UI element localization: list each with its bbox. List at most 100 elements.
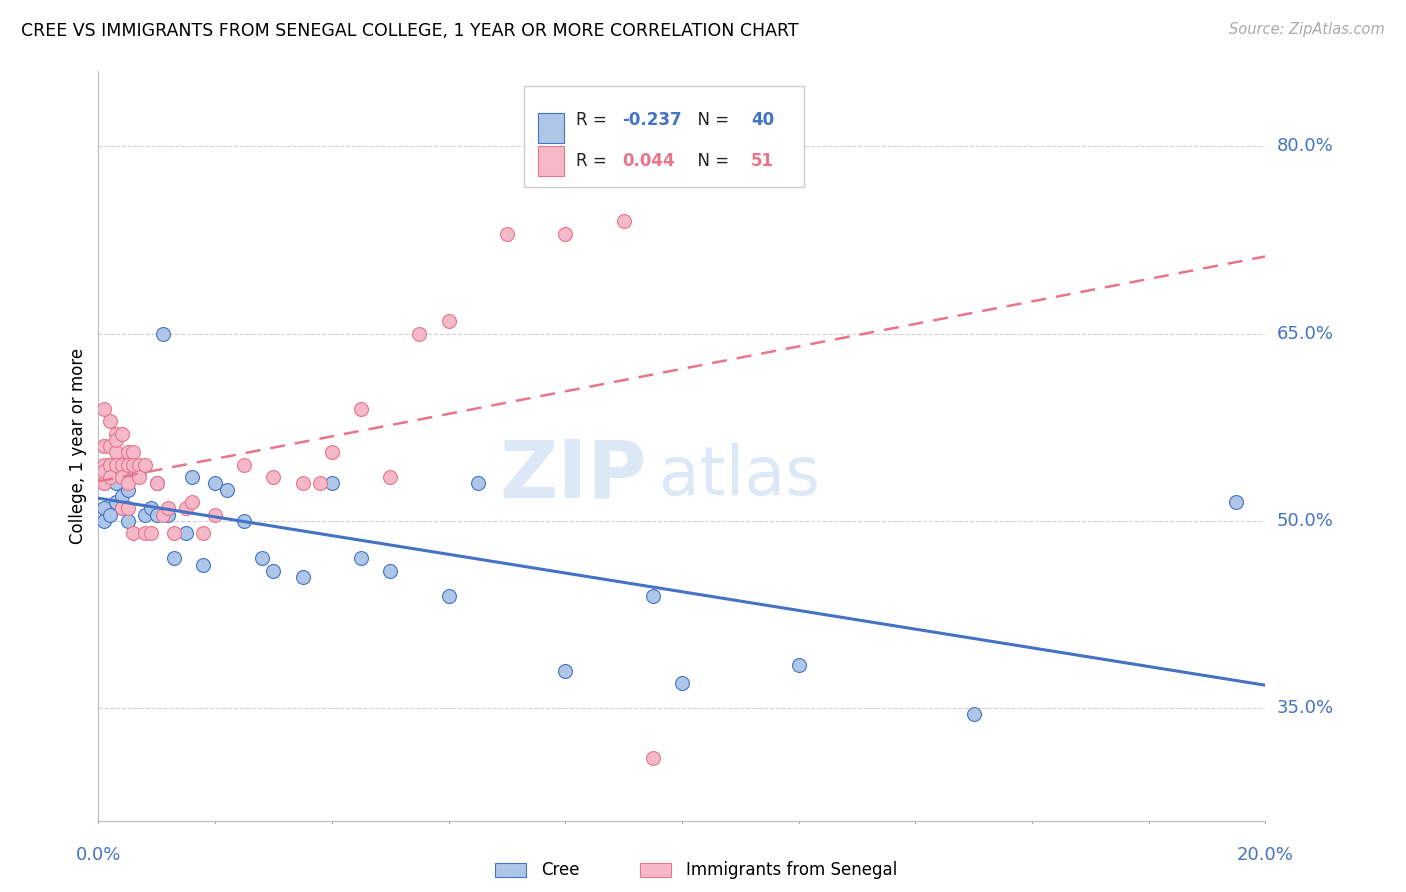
Point [122,458,145,472]
Point [437,314,460,328]
Point [380,470,402,484]
Text: Immigrants from Senegal: Immigrants from Senegal [686,861,897,879]
Point [291,570,314,584]
Point [787,657,810,672]
Point [117,476,139,491]
Point [157,501,180,516]
Text: 0.044: 0.044 [623,153,675,170]
Point [215,483,238,497]
Point [111,470,134,484]
Point [104,458,127,472]
Point [408,326,430,341]
Point [128,470,150,484]
Point [193,526,215,541]
Point [1225,495,1247,509]
Point [111,501,134,516]
Text: 35.0%: 35.0% [1277,699,1334,717]
Point [122,445,145,459]
Point [671,676,693,690]
Point [174,526,197,541]
Point [122,526,145,541]
Point [233,458,256,472]
Text: -0.237: -0.237 [623,112,682,129]
Point [180,470,202,484]
Point [146,476,169,491]
Point [350,551,373,566]
Point [111,489,134,503]
Point [496,227,519,241]
Point [180,495,202,509]
Point [117,483,139,497]
Point [111,426,134,441]
Point [128,464,150,478]
Point [93,464,115,478]
Point [163,551,186,566]
Text: 65.0%: 65.0% [1277,325,1333,343]
Point [117,445,139,459]
Point [233,514,256,528]
Point [554,664,576,678]
Point [641,751,664,765]
Y-axis label: College, 1 year or more: College, 1 year or more [69,348,87,544]
Point [291,476,314,491]
Point [117,458,139,472]
FancyBboxPatch shape [524,87,804,187]
Point [437,589,460,603]
Point [93,476,115,491]
Point [262,564,284,578]
Point [98,458,121,472]
Point [380,564,402,578]
Bar [538,112,564,143]
Point [250,551,273,566]
Point [134,526,156,541]
Point [157,508,180,522]
Bar [495,863,526,877]
Text: Cree: Cree [541,861,579,879]
Point [152,508,174,522]
Point [104,476,127,491]
Text: N =: N = [686,112,734,129]
Text: ZIP: ZIP [499,437,647,515]
Text: Source: ZipAtlas.com: Source: ZipAtlas.com [1229,22,1385,37]
Text: 51: 51 [751,153,773,170]
Point [93,458,115,472]
Point [98,508,121,522]
Point [554,227,576,241]
Point [174,501,197,516]
Point [193,558,215,572]
Text: N =: N = [686,153,734,170]
Point [146,508,169,522]
Point [93,501,115,516]
Point [98,439,121,453]
Point [134,458,156,472]
Point [350,401,373,416]
Point [104,445,127,459]
Text: atlas: atlas [658,443,820,509]
Point [204,508,226,522]
Point [962,707,984,722]
Point [93,476,115,491]
Point [93,514,115,528]
Point [139,526,162,541]
Point [104,495,127,509]
Point [98,414,121,428]
Text: R =: R = [575,112,612,129]
Point [98,458,121,472]
Point [152,326,174,341]
Text: 20.0%: 20.0% [1237,846,1294,863]
Text: 80.0%: 80.0% [1277,137,1333,155]
Text: CREE VS IMMIGRANTS FROM SENEGAL COLLEGE, 1 YEAR OR MORE CORRELATION CHART: CREE VS IMMIGRANTS FROM SENEGAL COLLEGE,… [21,22,799,40]
Bar [640,863,671,877]
Point [321,445,343,459]
Text: 0.0%: 0.0% [76,846,121,863]
Text: R =: R = [575,153,612,170]
Point [117,501,139,516]
Point [467,476,489,491]
Point [111,458,134,472]
Point [262,470,284,484]
Point [93,439,115,453]
Point [163,526,186,541]
Point [117,514,139,528]
Point [641,589,664,603]
Bar [538,146,564,177]
